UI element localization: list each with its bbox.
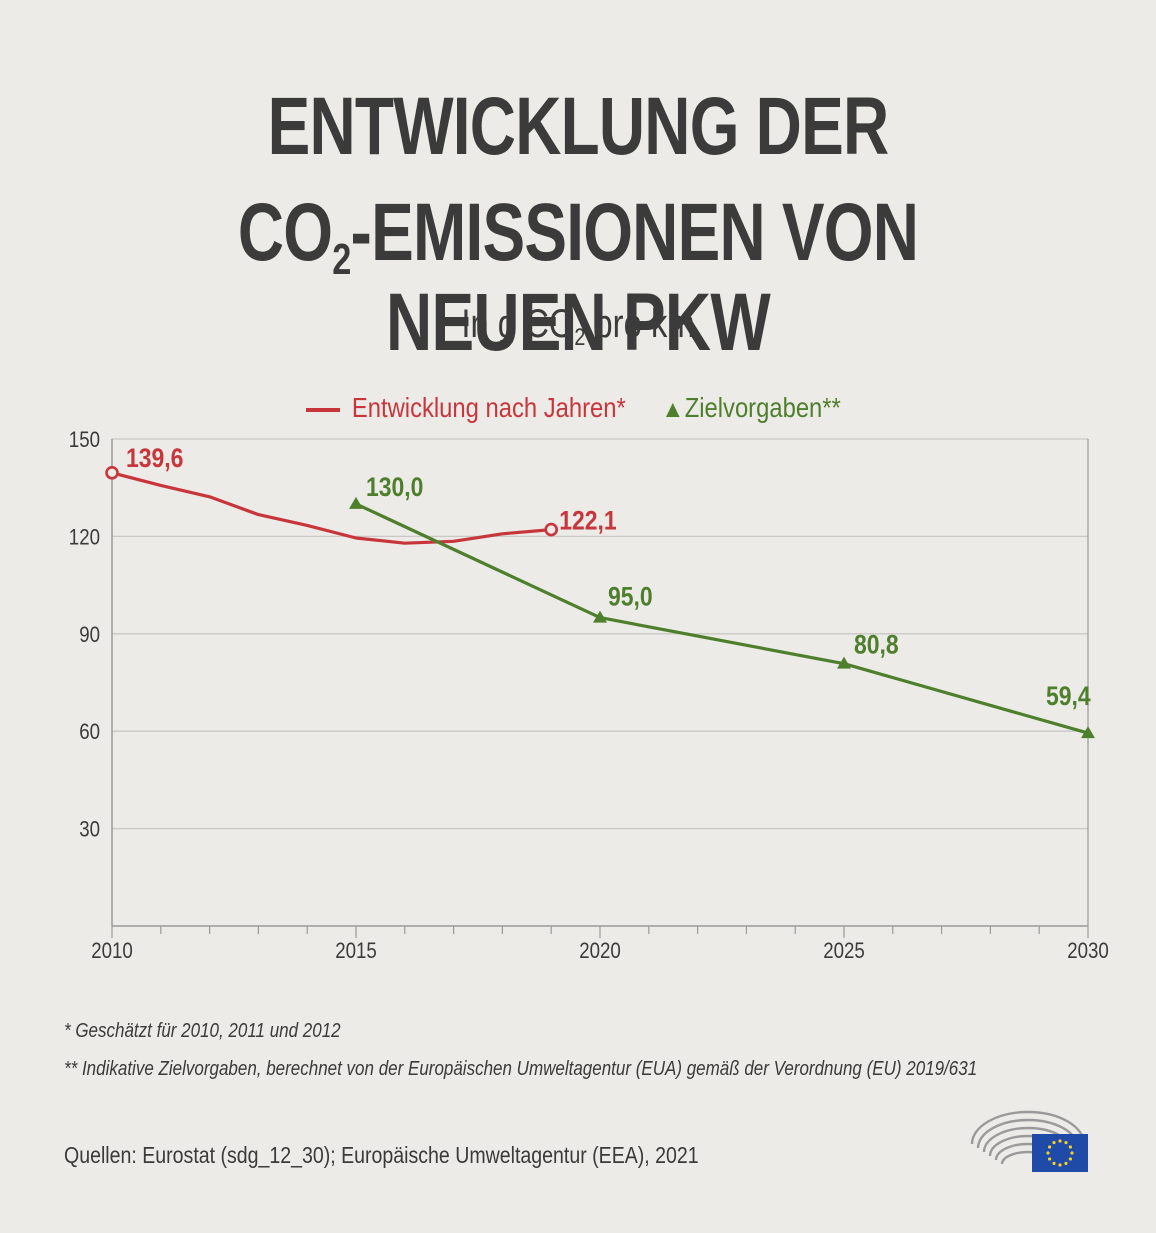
chart-title-line2: CO2-EMISSIONEN VON NEUEN PKW [237,187,919,368]
x-tick-label-2030: 2030 [1067,940,1109,964]
legend-item-zielvorgaben: Zielvorgaben** [666,392,841,424]
series-line-0 [111,471,552,545]
eu-star-icon [1052,1141,1056,1145]
x-tick-label-2020: 2020 [579,940,621,964]
line-chart: 150 120 90 60 30 2010 2015 2020 2025 2030 139,6 122… [69,429,1109,964]
eu-star-icon [1064,1141,1068,1145]
marker-1-3 [1081,726,1095,739]
data-label-1-3: 59,4 [1046,681,1091,711]
eu-star-icon [1048,1145,1052,1149]
eu-star-icon [1064,1161,1068,1165]
data-label-0-9: 122,1 [559,506,616,536]
marker-1-1 [593,610,607,623]
eu-star-icon [1070,1151,1074,1155]
marker-1-0 [349,496,363,509]
eu-star-icon [1048,1157,1052,1161]
legend-line-swatch [306,407,340,412]
european-parliament-logo-icon [970,1110,1088,1172]
footnote-2: ** Indikative Zielvorgaben, berechnet vo… [64,1058,978,1080]
x-tick-label-2015: 2015 [335,940,377,964]
legend: Entwicklung nach Jahren* Zielvorgaben** [0,392,1156,432]
data-label-0-0: 139,6 [126,443,183,473]
chart-subtitle: In g CO2 pro km [461,302,695,351]
data-label-1-1: 95,0 [608,582,653,612]
data-label-1-0: 130,0 [366,472,423,502]
x-tick-label-2010: 2010 [91,940,133,964]
y-tick-label-150: 150 [69,429,100,453]
series-line-1 [355,502,1089,735]
eu-star-icon [1058,1139,1062,1143]
legend-label-entwicklung: Entwicklung nach Jahren* [351,392,626,423]
data-label-1-2: 80,8 [854,630,899,660]
marker-0-9 [544,522,559,537]
y-tick-label-60: 60 [79,721,100,745]
eu-star-icon [1068,1145,1072,1149]
y-tick-label-90: 90 [79,623,100,647]
eu-star-icon [1046,1151,1050,1155]
y-tick-label-30: 30 [79,818,100,842]
x-tick-label-2025: 2025 [823,940,865,964]
legend-item-entwicklung: Entwicklung nach Jahren* [306,392,626,424]
footnote-1: * Geschätzt für 2010, 2011 und 2012 [64,1020,341,1042]
legend-label-zielvorgaben: Zielvorgaben** [684,392,841,423]
marker-1-2 [837,656,851,669]
eu-star-icon [1068,1157,1072,1161]
y-tick-label-120: 120 [69,526,100,550]
legend-triangle-swatch [666,402,680,417]
source-note: Quellen: Eurostat (sdg_12_30); Europäisc… [64,1142,699,1168]
eu-star-icon [1058,1163,1062,1167]
chart-title-line1: ENTWICKLUNG DER [267,81,890,172]
eu-star-icon [1052,1161,1056,1165]
marker-0-0 [105,465,119,480]
